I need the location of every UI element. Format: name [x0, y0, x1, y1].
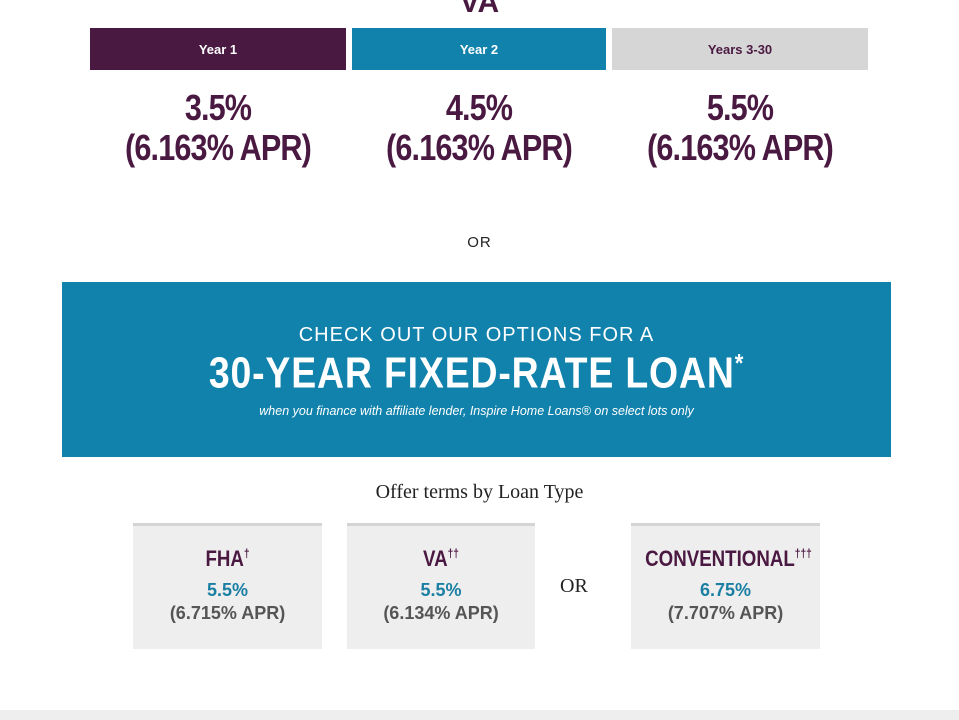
- tier-rate: 3.5%: [184, 87, 252, 128]
- loan-type: VA: [423, 546, 448, 571]
- tier-tab: Year 2: [352, 28, 606, 70]
- offer-card: VA†† 5.5% (6.134% APR): [347, 523, 535, 649]
- footnote-mark: ††: [447, 546, 459, 561]
- banner-headline-row: 30-YEAR FIXED-RATE LOAN*: [124, 348, 829, 399]
- banner-note: when you finance with affiliate lender, …: [259, 404, 694, 418]
- banner-headline: 30-YEAR FIXED-RATE LOAN: [208, 348, 735, 398]
- banner[interactable]: CHECK OUT OUR OPTIONS FOR A 30-YEAR FIXE…: [62, 282, 891, 457]
- footnote-mark: †††: [794, 546, 812, 561]
- loan-apr: (6.715% APR): [169, 603, 286, 623]
- tier-apr: (6.163% APR): [647, 127, 834, 168]
- tier-rate: 5.5%: [706, 87, 774, 128]
- loan-type-row: VA††: [361, 546, 521, 572]
- loan-rate: 5.5%: [206, 580, 249, 600]
- tier-rate-block: 3.5% (6.163% APR): [109, 88, 327, 168]
- tier-apr: (6.163% APR): [125, 127, 312, 168]
- tier-rate-block: 5.5% (6.163% APR): [631, 88, 849, 168]
- separator: OR: [560, 575, 588, 597]
- loan-apr: (7.707% APR): [667, 603, 784, 623]
- offer-card: CONVENTIONAL††† 6.75% (7.707% APR): [631, 523, 820, 649]
- offers-title: Offer terms by Loan Type: [375, 481, 584, 503]
- footnote-mark: *: [734, 348, 745, 378]
- loan-rate: 6.75%: [699, 580, 752, 600]
- footnote-mark: †: [243, 546, 250, 561]
- loan-type: FHA: [205, 546, 244, 571]
- section-title: VA: [459, 0, 500, 19]
- loan-type-row: CONVENTIONAL†††: [645, 546, 812, 572]
- footer-strip: [0, 710, 959, 720]
- offer-card: FHA† 5.5% (6.715% APR): [133, 523, 322, 649]
- loan-type-row: FHA†: [147, 546, 308, 572]
- tier-rate-block: 4.5% (6.163% APR): [371, 88, 587, 168]
- separator: OR: [467, 234, 492, 251]
- loan-rate: 5.5%: [420, 580, 462, 600]
- banner-intro: CHECK OUT OUR OPTIONS FOR A: [298, 324, 655, 346]
- tier-apr: (6.163% APR): [386, 127, 573, 168]
- tier-rate: 4.5%: [445, 87, 513, 128]
- tier-tab: Years 3-30: [612, 28, 868, 70]
- tier-tab: Year 1: [90, 28, 346, 70]
- loan-type: CONVENTIONAL: [645, 546, 795, 571]
- loan-apr: (6.134% APR): [383, 603, 499, 623]
